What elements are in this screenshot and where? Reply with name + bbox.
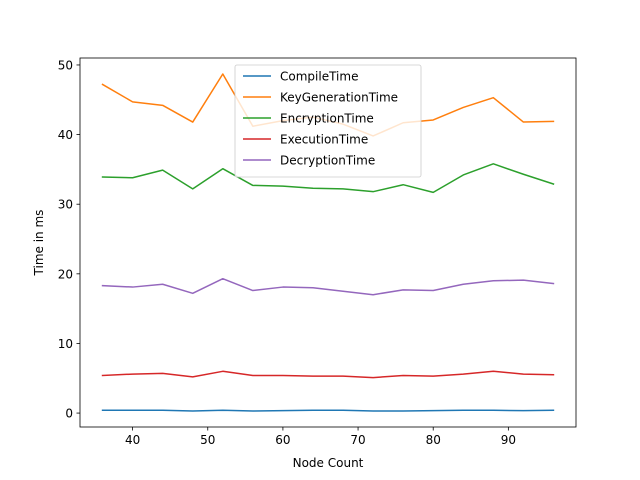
series-line-executiontime <box>101 370 555 379</box>
y-tick-label: 20 <box>58 267 73 281</box>
y-tick-label: 50 <box>58 58 73 72</box>
y-axis-label: Time in ms <box>32 210 46 277</box>
x-tick-label: 60 <box>275 433 290 447</box>
y-tick-label: 30 <box>58 198 73 212</box>
y-tick-label: 40 <box>58 128 73 142</box>
x-tick-label: 50 <box>200 433 215 447</box>
y-tick-label: 10 <box>58 337 73 351</box>
series-line-compiletime <box>101 409 555 412</box>
x-axis-ticks: 40 50 60 70 80 90 <box>125 427 516 447</box>
x-tick-label: 70 <box>350 433 365 447</box>
series-line-decryptiontime <box>101 277 555 296</box>
legend-box <box>234 64 422 178</box>
y-axis-ticks: 0 10 20 30 40 50 <box>58 58 80 421</box>
x-axis-label: Node Count <box>293 456 364 470</box>
legend-label: DecryptionTime <box>280 154 375 168</box>
series-layer <box>101 73 555 412</box>
axes-frame <box>79 57 577 428</box>
legend-label: ExecutionTime <box>280 133 368 147</box>
x-tick-label: 90 <box>501 433 516 447</box>
series-line-encryptiontime <box>101 163 555 194</box>
legend-label: KeyGenerationTime <box>280 91 398 105</box>
legend-label: CompileTime <box>280 70 358 84</box>
legend-label: EncryptionTime <box>280 112 374 126</box>
y-tick-label: 0 <box>65 407 73 421</box>
x-tick-label: 40 <box>125 433 140 447</box>
x-tick-label: 80 <box>426 433 441 447</box>
legend: CompileTime KeyGenerationTime EncryptionTi… <box>234 64 422 178</box>
